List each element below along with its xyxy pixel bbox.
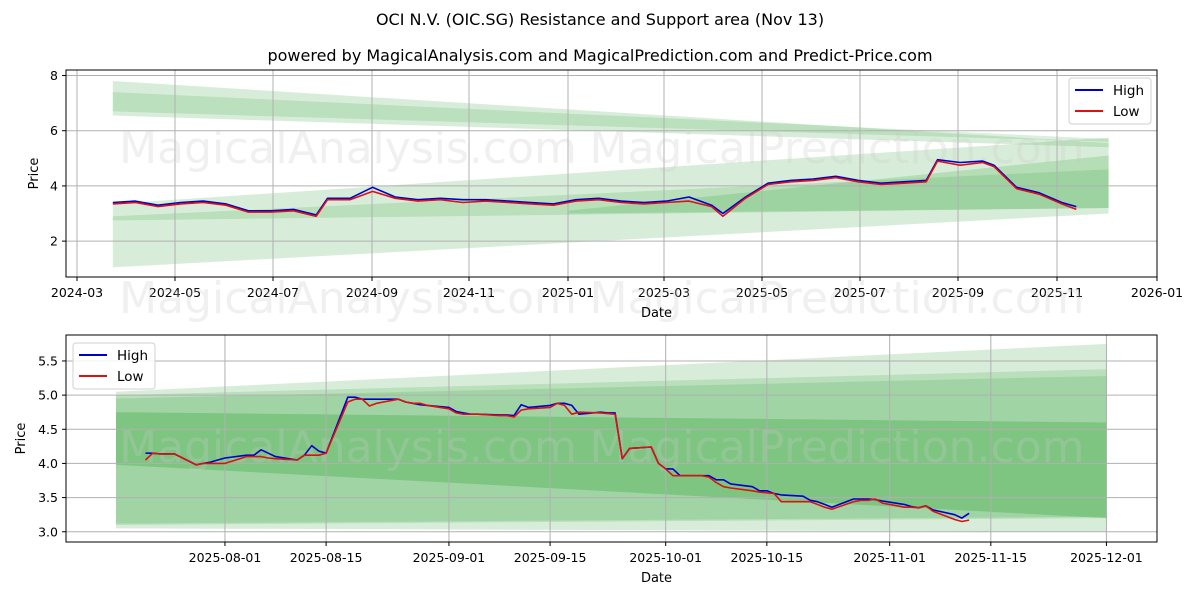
y-tick-label: 6 [50,123,58,138]
x-tick-label: 2025-09-01 [413,550,486,565]
legend-label-low: Low [1113,104,1140,120]
y-tick-label: 4.5 [38,422,58,437]
y-tick-label: 5.5 [38,353,58,368]
y-tick-label: 2 [50,234,58,249]
legend-label-low: Low [117,369,144,385]
plot-frame [65,69,1158,278]
grid: 2 4 6 8 2024-03 2024-05 2024-07 2024-09 2024-11 2… [50,68,1183,300]
x-tick-label: 2026-01 [1131,285,1183,300]
y-tick-label: 4.0 [38,456,58,471]
band-support-core [567,155,1109,214]
y-tick-label: 8 [50,68,58,83]
x-tick-label: 2025-10-01 [629,550,702,565]
detail-chart: 3.0 3.5 4.0 4.5 5.0 5.5 2025-08-01 2025-08-15 20… [14,334,1158,586]
x-tick-label: 2025-10-15 [731,550,804,565]
history-chart: 2 4 6 8 2024-03 2024-05 2024-07 2024-09 2024-11 2… [27,68,1183,324]
band-inner [116,375,1107,524]
x-tick-label: 2025-09-15 [514,550,587,565]
x-tick-label: 2024-03 [51,285,103,300]
legend-label-high: High [117,348,148,364]
y-tick-label: 5.0 [38,388,58,403]
watermark: MagicalPrediction.com [590,422,1085,473]
grid: 3.0 3.5 4.0 4.5 5.0 5.5 2025-08-01 2025-08-15 20… [38,335,1157,565]
x-tick-label: 2025-11 [1031,285,1083,300]
x-tick-label: 2025-03 [638,285,690,300]
x-tick-label: 2024-11 [443,285,495,300]
watermark: MagicalPrediction.com [590,123,1085,174]
legend-label-high: High [1113,83,1144,99]
band-outer-light [116,343,1107,532]
y-tick-label: 4 [50,178,58,193]
band-core-dark [116,412,1107,519]
watermark: MagicalAnalysis.com [119,123,577,174]
support-resistance-bands [112,81,1109,268]
x-tick-label: 2025-12-01 [1070,550,1143,565]
watermark: MagicalPrediction.com [590,273,1085,324]
x-tick-label: 2025-08-15 [290,550,363,565]
x-tick-label: 2025-01 [542,285,594,300]
support-resistance-bands [116,343,1107,532]
x-axis-label: Date [641,306,672,321]
series-low-line [112,160,1077,218]
x-tick-label: 2025-09 [932,285,984,300]
y-axis-label: Price [27,158,42,190]
chart-subtitle: powered by MagicalAnalysis.com and Magic… [267,46,933,65]
legend: High Low [72,342,156,390]
legend: High Low [1068,77,1152,125]
chart-title: OCI N.V. (OIC.SG) Resistance and Support… [375,10,825,29]
x-tick-label: 2025-07 [834,285,886,300]
band-mid [116,369,1107,525]
y-axis-label: Price [14,423,29,455]
y-tick-label: 3.5 [38,490,58,505]
x-tick-label: 2025-05 [736,285,788,300]
x-axis-label: Date [641,571,672,586]
series-low-line [144,398,970,523]
x-tick-label: 2024-09 [346,285,398,300]
x-tick-label: 2025-11-01 [853,550,926,565]
x-tick-label: 2025-11-15 [954,550,1027,565]
x-tick-label: 2024-05 [149,285,201,300]
plot-frame [65,334,1158,543]
x-tick-label: 2025-08-01 [189,550,262,565]
y-tick-label: 3.0 [38,524,58,539]
x-tick-label: 2024-07 [247,285,299,300]
watermark: MagicalAnalysis.com [119,422,577,473]
watermark: MagicalAnalysis.com [119,273,577,324]
